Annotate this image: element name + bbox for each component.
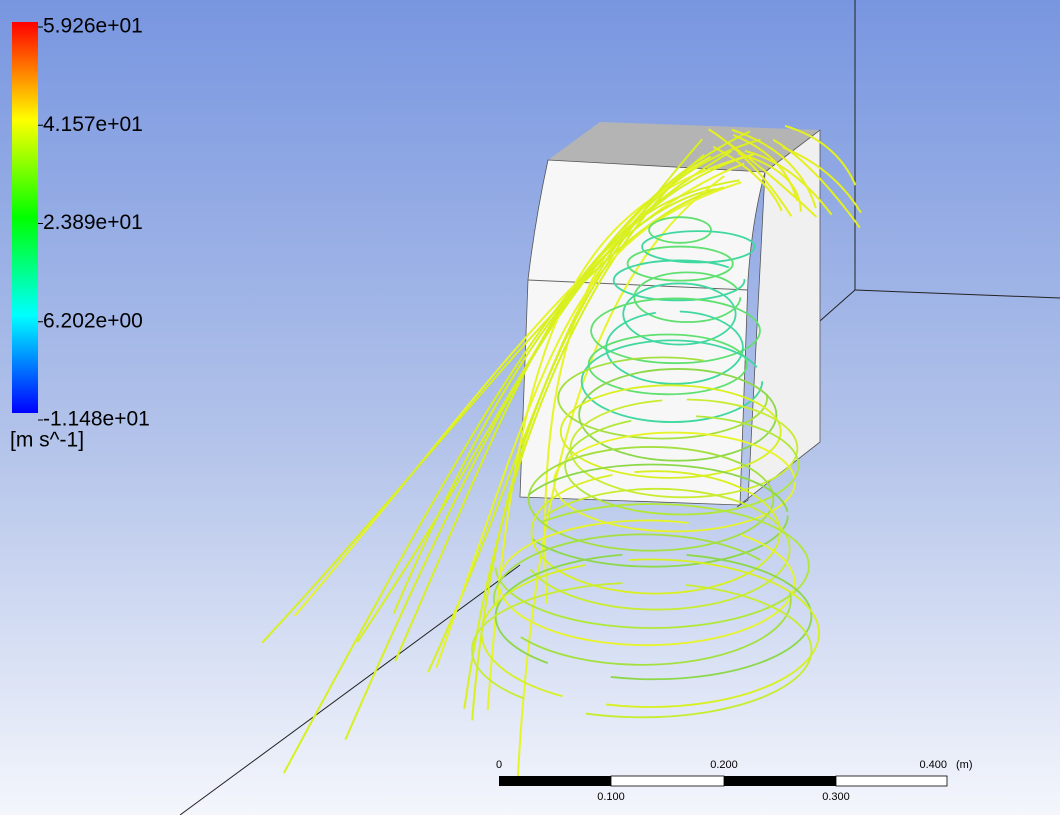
scale-label: 0.100	[597, 791, 625, 803]
legend-label: -1.148e+01	[43, 408, 150, 431]
legend-unit: [m s^-1]	[10, 429, 84, 452]
scale-label: 0.200	[710, 759, 738, 771]
legend-label: 5.926e+01	[43, 15, 143, 38]
scale-segment	[724, 776, 836, 786]
scale-label: 0.400	[919, 759, 947, 771]
page: 5.926e+01 4.157e+01 2.389e+01 6.202e+00 -1.1…	[0, 0, 1060, 815]
viewport: 5.926e+01 4.157e+01 2.389e+01 6.202e+00 -1.1…	[0, 0, 1060, 815]
scale-segment	[499, 776, 611, 786]
legend-label: 2.389e+01	[43, 211, 143, 234]
legend-label: 6.202e+00	[43, 309, 143, 332]
color-bar	[12, 22, 38, 413]
scale-segment	[836, 776, 947, 786]
scale-label: 0	[496, 759, 502, 771]
legend-label: 4.157e+01	[43, 113, 143, 136]
scale-label: 0.300	[822, 791, 850, 803]
scale-segment	[611, 776, 724, 786]
scale-unit: (m)	[956, 759, 973, 771]
